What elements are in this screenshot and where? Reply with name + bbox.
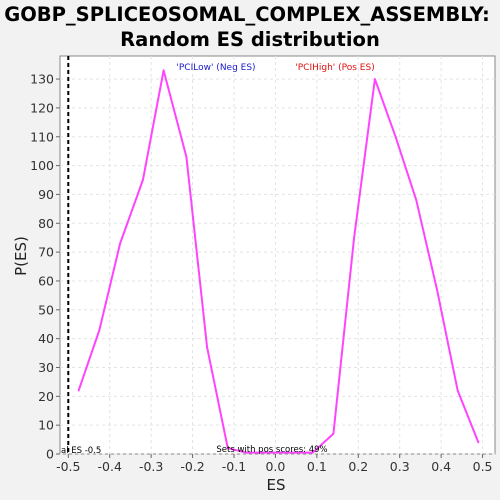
x-axis-ticks: -0.5 -0.4 -0.3 -0.2 -0.1 0.0 0.1 0.2 0.3 0.4 0.5 (56, 454, 493, 474)
data-point (394, 135, 397, 138)
data-point (311, 451, 314, 454)
data-point (245, 451, 248, 454)
data-point (353, 236, 355, 239)
y-tick-label: 70 (38, 245, 54, 260)
data-point (142, 179, 144, 181)
y-tick-label: 10 (38, 418, 54, 433)
x-tick-label: -0.1 (222, 459, 246, 474)
data-point (119, 242, 121, 245)
data-point (415, 199, 418, 202)
data-point (477, 441, 480, 444)
y-axis-label: P(ES) (12, 236, 30, 276)
y-tick-label: 130 (30, 72, 54, 87)
x-axis-label: ES (267, 476, 286, 494)
y-tick-label: 80 (38, 216, 54, 231)
y-tick-label: 20 (38, 389, 54, 404)
x-tick-label: 0.3 (390, 459, 410, 474)
y-tick-label: 60 (38, 273, 54, 288)
data-point (456, 389, 459, 392)
x-tick-label: -0.3 (139, 459, 163, 474)
y-axis-ticks: 0 10 20 30 40 50 60 70 80 90 100 110 120 130 (30, 72, 60, 462)
data-point (98, 329, 101, 331)
y-tick-label: 110 (30, 129, 54, 144)
data-point (226, 447, 229, 450)
data-point (436, 288, 438, 291)
y-tick-label: 40 (38, 331, 54, 346)
x-tick-label: 0.4 (431, 459, 451, 474)
x-tick-label: -0.5 (56, 459, 80, 474)
y-tick-label: 100 (30, 158, 54, 173)
data-point (374, 78, 376, 80)
data-point (162, 69, 165, 72)
x-tick-label: -0.2 (180, 459, 204, 474)
x-tick-label: 0.2 (348, 459, 368, 474)
x-tick-label: 0.5 (473, 459, 493, 474)
y-tick-label: 0 (46, 447, 54, 462)
legend-neg: 'PCILow' (Neg ES) (176, 63, 255, 73)
data-point (332, 432, 335, 435)
x-tick-label: 0.1 (307, 459, 327, 474)
y-tick-label: 120 (30, 100, 54, 115)
actual-es-label: al ES -0.5 (61, 446, 101, 456)
x-tick-label: -0.4 (98, 459, 122, 474)
data-point (274, 451, 277, 454)
data-point (206, 346, 209, 349)
y-tick-label: 30 (38, 360, 54, 375)
series (77, 69, 480, 454)
chart-title-line2: Random ES distribution (120, 28, 380, 51)
pos-scores-label: Sets with pos scores: 49% (216, 445, 327, 455)
plot-area (59, 55, 496, 455)
y-tick-label: 90 (38, 187, 54, 202)
grid (60, 56, 495, 455)
chart-title-line1: GOBP_SPLICEOSOMAL_COMPLEX_ASSEMBLY: (4, 3, 490, 26)
data-point (185, 156, 188, 158)
legend-pos: 'PCIHigh' (Pos ES) (295, 63, 374, 73)
x-tick-label: 0.0 (265, 459, 285, 474)
data-point (77, 389, 80, 392)
y-tick-label: 50 (38, 302, 54, 317)
